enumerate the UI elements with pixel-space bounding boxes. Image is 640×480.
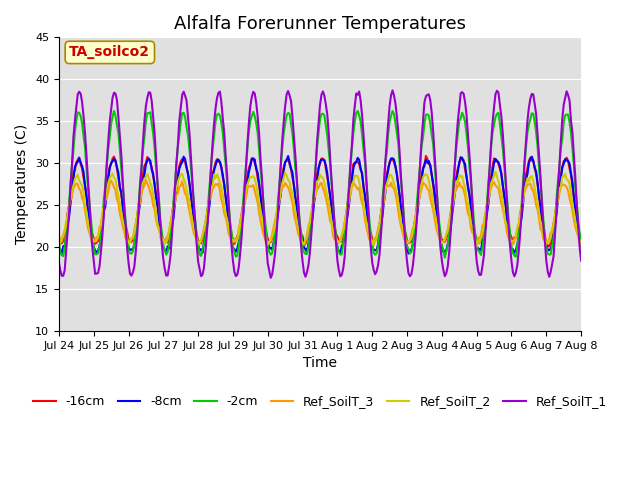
Ref_SoilT_1 (152, 155, 160, 160)
Title: Alfalfa Forerunner Temperatures: Alfalfa Forerunner Temperatures (174, 15, 466, 33)
-16cm (55, 234, 63, 240)
Ref_SoilT_2 (70, 182, 77, 188)
Line: -8cm: -8cm (59, 156, 581, 255)
Ref_SoilT_1 (383, 139, 390, 145)
Ref_SoilT_3 (577, 241, 585, 247)
Y-axis label: Temperatures (C): Temperatures (C) (15, 124, 29, 244)
-16cm (70, 169, 77, 175)
-16cm (422, 153, 429, 159)
Ref_SoilT_1 (55, 259, 63, 265)
-8cm (154, 204, 161, 209)
-8cm (355, 157, 363, 163)
-16cm (381, 177, 389, 183)
Line: Ref_SoilT_3: Ref_SoilT_3 (59, 180, 581, 246)
-2cm (371, 252, 379, 258)
-2cm (353, 110, 360, 116)
-16cm (353, 159, 360, 165)
Ref_SoilT_3 (154, 223, 161, 229)
Line: Ref_SoilT_1: Ref_SoilT_1 (59, 90, 581, 278)
Ref_SoilT_1 (70, 135, 77, 141)
-8cm (55, 244, 63, 250)
-2cm (383, 150, 390, 156)
-8cm (58, 252, 66, 258)
Line: Ref_SoilT_2: Ref_SoilT_2 (59, 171, 581, 247)
-8cm (372, 248, 380, 253)
-16cm (515, 223, 523, 228)
Ref_SoilT_1 (516, 230, 524, 236)
Ref_SoilT_2 (370, 237, 378, 243)
Ref_SoilT_2 (492, 168, 499, 174)
Ref_SoilT_2 (473, 244, 481, 250)
-2cm (577, 243, 585, 249)
Ref_SoilT_3 (383, 182, 390, 188)
Ref_SoilT_3 (516, 208, 524, 214)
Ref_SoilT_2 (381, 187, 389, 193)
-2cm (55, 240, 63, 246)
-8cm (385, 168, 392, 173)
-2cm (516, 217, 524, 223)
-8cm (577, 241, 585, 247)
-8cm (284, 153, 292, 159)
Ref_SoilT_2 (55, 239, 63, 244)
-8cm (71, 164, 79, 170)
Ref_SoilT_2 (353, 173, 360, 179)
-16cm (577, 238, 585, 244)
Ref_SoilT_3 (142, 177, 150, 183)
Ref_SoilT_2 (577, 239, 585, 244)
-16cm (545, 244, 553, 250)
Ref_SoilT_3 (473, 243, 481, 249)
Ref_SoilT_1 (577, 258, 585, 264)
-16cm (152, 191, 160, 196)
Legend: -16cm, -8cm, -2cm, Ref_SoilT_3, Ref_SoilT_2, Ref_SoilT_1: -16cm, -8cm, -2cm, Ref_SoilT_3, Ref_Soil… (28, 390, 612, 413)
Ref_SoilT_1 (388, 87, 396, 93)
Ref_SoilT_3 (354, 186, 362, 192)
Ref_SoilT_2 (516, 214, 524, 219)
-2cm (441, 255, 449, 261)
-2cm (354, 108, 362, 114)
Ref_SoilT_3 (70, 185, 77, 191)
Ref_SoilT_3 (55, 240, 63, 245)
Ref_SoilT_2 (152, 209, 160, 215)
Line: -2cm: -2cm (59, 111, 581, 258)
-16cm (370, 240, 378, 246)
Ref_SoilT_3 (371, 235, 379, 241)
Line: -16cm: -16cm (59, 156, 581, 247)
-8cm (516, 223, 524, 228)
-2cm (70, 148, 77, 154)
Ref_SoilT_1 (354, 92, 362, 97)
-2cm (152, 165, 160, 170)
Ref_SoilT_1 (371, 271, 379, 277)
X-axis label: Time: Time (303, 356, 337, 370)
Text: TA_soilco2: TA_soilco2 (69, 46, 150, 60)
Ref_SoilT_1 (267, 275, 275, 281)
